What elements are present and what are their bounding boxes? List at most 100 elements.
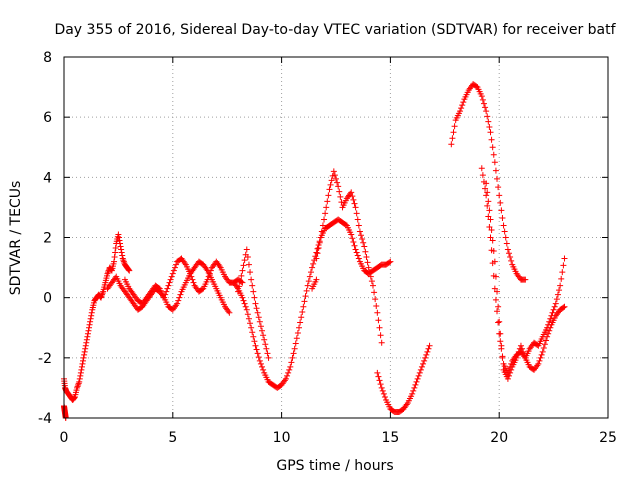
data-point-marker bbox=[88, 309, 95, 316]
data-point-marker bbox=[375, 317, 382, 324]
data-point-marker bbox=[313, 276, 320, 283]
data-point-marker bbox=[365, 264, 372, 271]
data-point-marker bbox=[251, 294, 258, 301]
data-point-marker bbox=[189, 276, 196, 283]
x-tick-label: 0 bbox=[60, 430, 69, 446]
data-point-marker bbox=[420, 360, 427, 367]
data-point-marker bbox=[81, 351, 88, 358]
data-point-marker bbox=[259, 327, 266, 334]
data-point-marker bbox=[204, 276, 211, 283]
data-point-marker bbox=[336, 188, 343, 195]
data-point-marker bbox=[544, 333, 551, 340]
satellite-track-11 bbox=[478, 165, 568, 376]
data-point-marker bbox=[483, 180, 490, 187]
data-point-marker bbox=[520, 348, 527, 355]
data-point-marker bbox=[165, 282, 172, 289]
data-point-marker bbox=[168, 273, 175, 280]
grid bbox=[64, 57, 608, 418]
y-tick-label: 4 bbox=[43, 170, 52, 186]
data-point-marker bbox=[485, 118, 492, 125]
data-point-marker bbox=[490, 248, 497, 255]
data-point-marker bbox=[307, 269, 314, 276]
data-point-marker bbox=[171, 264, 178, 271]
data-point-marker bbox=[485, 198, 492, 205]
x-tick-label: 10 bbox=[273, 430, 291, 446]
data-point-marker bbox=[238, 278, 245, 285]
data-point-marker bbox=[300, 303, 307, 310]
data-point-marker bbox=[262, 341, 269, 348]
data-point-marker bbox=[484, 189, 491, 196]
data-point-marker bbox=[418, 363, 425, 370]
data-point-marker bbox=[115, 231, 122, 238]
data-point-marker bbox=[426, 342, 433, 349]
satellite-track-8 bbox=[374, 342, 433, 415]
data-point-marker bbox=[125, 266, 132, 273]
data-point-marker bbox=[350, 239, 357, 246]
data-point-marker bbox=[118, 249, 125, 256]
satellite-track-7 bbox=[313, 168, 385, 346]
data-point-marker bbox=[80, 354, 87, 361]
data-point-marker bbox=[78, 366, 85, 373]
data-point-marker bbox=[293, 335, 300, 342]
data-point-marker bbox=[235, 288, 242, 295]
data-point-marker bbox=[199, 286, 206, 293]
y-tick-label: 0 bbox=[43, 291, 52, 307]
data-point-marker bbox=[296, 324, 303, 331]
y-axis-label: SDTVAR / TECUs bbox=[8, 181, 24, 296]
satellite-track-12 bbox=[483, 180, 568, 382]
data-point-marker bbox=[239, 267, 246, 274]
data-point-marker bbox=[551, 303, 558, 310]
data-point-marker bbox=[378, 384, 385, 391]
data-point-marker bbox=[501, 228, 508, 235]
data-point-marker bbox=[362, 248, 369, 255]
data-point-marker bbox=[482, 185, 489, 192]
data-point-marker bbox=[240, 262, 247, 269]
data-point-marker bbox=[416, 369, 423, 376]
data-point-marker bbox=[422, 354, 429, 361]
data-point-marker bbox=[457, 108, 464, 115]
data-point-marker bbox=[415, 372, 422, 379]
data-point-marker bbox=[354, 252, 361, 259]
data-point-marker bbox=[75, 381, 82, 388]
data-point-marker bbox=[162, 291, 169, 298]
data-point-marker bbox=[245, 261, 252, 268]
data-point-marker bbox=[314, 250, 321, 257]
data-point-marker bbox=[247, 320, 254, 327]
data-point-marker bbox=[256, 357, 263, 364]
data-point-marker bbox=[163, 288, 170, 295]
data-point-marker bbox=[85, 327, 92, 334]
data-point-marker bbox=[255, 354, 262, 361]
data-point-marker bbox=[302, 293, 309, 300]
data-point-marker bbox=[310, 260, 317, 267]
data-point-marker bbox=[254, 350, 261, 357]
data-point-marker bbox=[376, 324, 383, 331]
data-point-marker bbox=[88, 312, 95, 319]
data-point-marker bbox=[361, 243, 368, 250]
data-point-marker bbox=[263, 345, 270, 352]
data-point-marker bbox=[558, 275, 565, 282]
y-tick-label: 2 bbox=[43, 231, 52, 247]
data-point-marker bbox=[489, 144, 496, 151]
data-point-marker bbox=[249, 329, 256, 336]
data-point-marker bbox=[83, 336, 90, 343]
data-point-marker bbox=[170, 267, 177, 274]
data-point-marker bbox=[504, 246, 511, 253]
data-point-marker bbox=[494, 175, 501, 182]
data-point-marker bbox=[360, 239, 367, 246]
plot-frame bbox=[63, 56, 609, 419]
data-point-marker bbox=[494, 308, 501, 315]
data-point-marker bbox=[77, 372, 84, 379]
satellite-track-6 bbox=[235, 246, 272, 361]
data-point-marker bbox=[350, 196, 357, 203]
data-point-marker bbox=[352, 204, 359, 211]
y-tick-label: 6 bbox=[43, 110, 52, 126]
data-point-marker bbox=[355, 222, 362, 229]
data-point-marker bbox=[495, 303, 502, 310]
data-point-marker bbox=[175, 297, 182, 304]
data-point-marker bbox=[111, 254, 118, 261]
data-point-marker bbox=[326, 186, 333, 193]
data-point-marker bbox=[496, 192, 503, 199]
data-point-marker bbox=[286, 366, 293, 373]
data-point-marker bbox=[324, 198, 331, 205]
data-point-marker bbox=[176, 294, 183, 301]
